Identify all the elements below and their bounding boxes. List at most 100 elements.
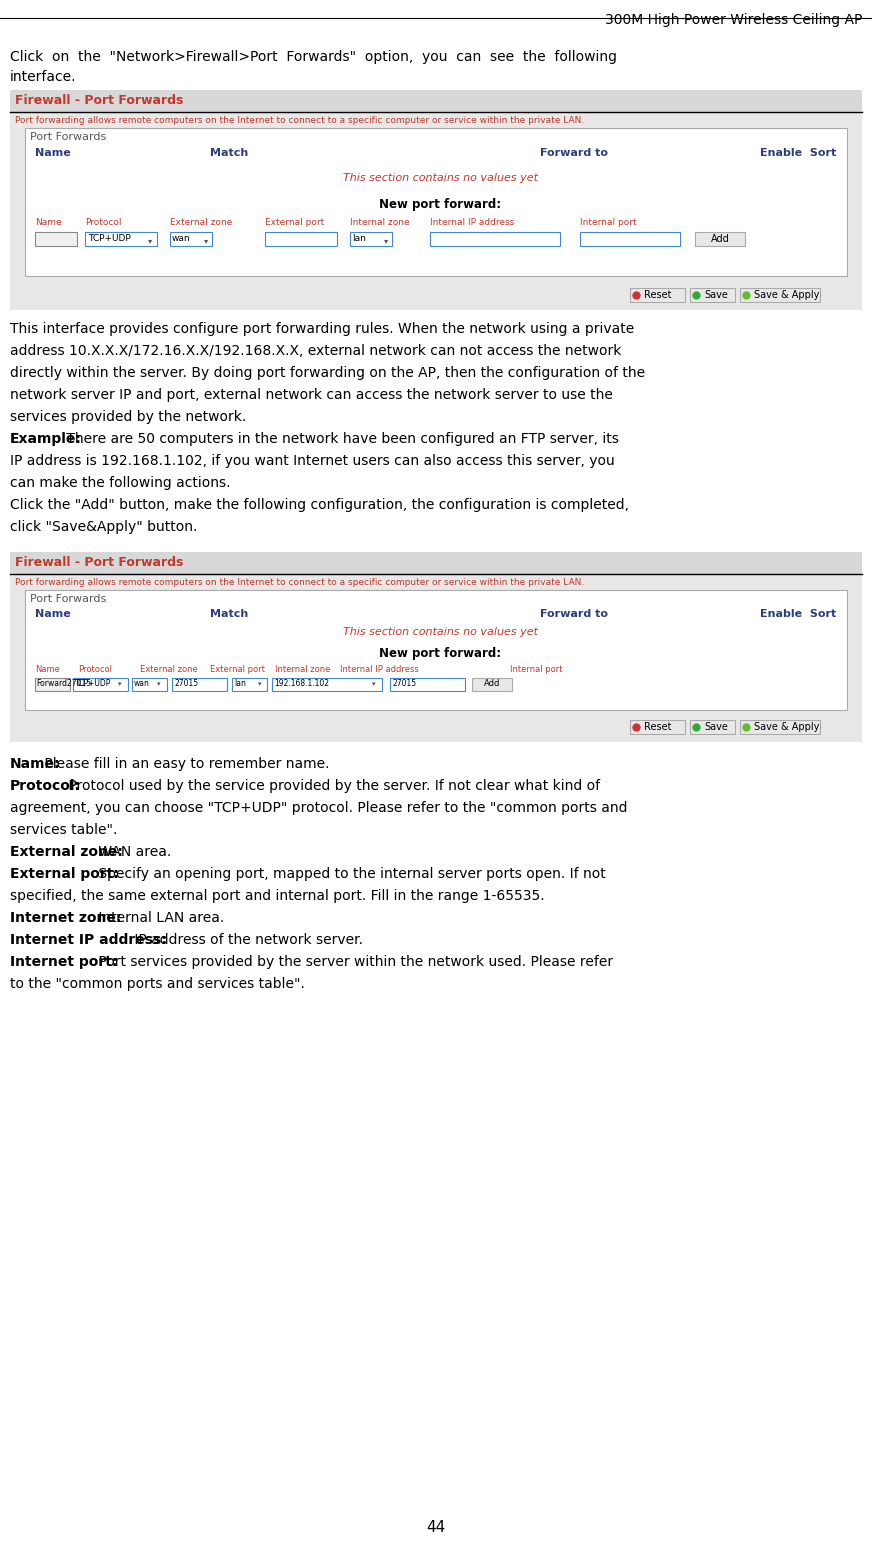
Text: Firewall - Port Forwards: Firewall - Port Forwards <box>15 556 183 570</box>
FancyBboxPatch shape <box>430 231 560 247</box>
Text: services table".: services table". <box>10 823 118 837</box>
Text: Port services provided by the server within the network used. Please refer: Port services provided by the server wit… <box>94 954 613 968</box>
FancyBboxPatch shape <box>272 678 382 691</box>
Text: Protocol used by the service provided by the server. If not clear what kind of: Protocol used by the service provided by… <box>64 779 600 793</box>
Text: Internal IP address: Internal IP address <box>340 664 419 674</box>
FancyBboxPatch shape <box>132 678 167 691</box>
Text: Name: Name <box>35 664 60 674</box>
Text: Name:: Name: <box>10 757 60 771</box>
Text: Internet port:: Internet port: <box>10 954 118 968</box>
Text: ▾: ▾ <box>372 681 376 688</box>
Text: Add: Add <box>484 680 501 688</box>
Text: Save & Apply: Save & Apply <box>754 722 820 733</box>
FancyBboxPatch shape <box>472 678 512 691</box>
Text: Name: Name <box>35 608 71 619</box>
FancyBboxPatch shape <box>170 231 212 247</box>
Text: Internal port: Internal port <box>580 217 637 227</box>
FancyBboxPatch shape <box>25 590 847 709</box>
FancyBboxPatch shape <box>10 553 862 742</box>
Text: Forward to: Forward to <box>540 147 608 158</box>
Text: interface.: interface. <box>10 70 77 84</box>
Text: ▾: ▾ <box>258 681 262 688</box>
FancyBboxPatch shape <box>740 289 820 303</box>
FancyBboxPatch shape <box>580 231 680 247</box>
Text: Enable  Sort: Enable Sort <box>760 147 836 158</box>
FancyBboxPatch shape <box>630 720 685 734</box>
Text: Internet zone:: Internet zone: <box>10 911 121 925</box>
Text: Internal IP address: Internal IP address <box>430 217 514 227</box>
Text: Port Forwards: Port Forwards <box>30 594 106 604</box>
Text: ▾: ▾ <box>157 681 160 688</box>
Text: agreement, you can choose "TCP+UDP" protocol. Please refer to the "common ports : agreement, you can choose "TCP+UDP" prot… <box>10 801 628 815</box>
FancyBboxPatch shape <box>172 678 227 691</box>
Text: IP address of the network server.: IP address of the network server. <box>130 933 363 947</box>
Text: Firewall - Port Forwards: Firewall - Port Forwards <box>15 95 183 107</box>
Text: Match: Match <box>210 147 249 158</box>
FancyBboxPatch shape <box>390 678 465 691</box>
Text: wan: wan <box>172 234 191 244</box>
FancyBboxPatch shape <box>630 289 685 303</box>
Text: Forward27015: Forward27015 <box>36 680 92 688</box>
Text: Please fill in an easy to remember name.: Please fill in an easy to remember name. <box>40 757 330 771</box>
Text: External port: External port <box>210 664 265 674</box>
Text: Match: Match <box>210 608 249 619</box>
Text: Save & Apply: Save & Apply <box>754 290 820 300</box>
Text: This section contains no values yet: This section contains no values yet <box>343 627 537 636</box>
Text: Protocol: Protocol <box>78 664 112 674</box>
Text: External zone: External zone <box>140 664 198 674</box>
FancyBboxPatch shape <box>690 720 735 734</box>
Text: Internal zone: Internal zone <box>275 664 330 674</box>
FancyBboxPatch shape <box>695 231 745 247</box>
Text: to the "common ports and services table".: to the "common ports and services table"… <box>10 978 305 992</box>
Text: External port:: External port: <box>10 868 119 882</box>
Text: Name: Name <box>35 217 62 227</box>
Text: This section contains no values yet: This section contains no values yet <box>343 172 537 183</box>
Text: Internal LAN area.: Internal LAN area. <box>94 911 224 925</box>
Text: External zone: External zone <box>170 217 232 227</box>
FancyBboxPatch shape <box>35 678 70 691</box>
Text: Internal port: Internal port <box>510 664 562 674</box>
Text: address 10.X.X.X/172.16.X.X/192.168.X.X, external network can not access the net: address 10.X.X.X/172.16.X.X/192.168.X.X,… <box>10 345 622 359</box>
Text: Reset: Reset <box>644 290 671 300</box>
Text: Protocol: Protocol <box>85 217 121 227</box>
Text: 27015: 27015 <box>392 680 416 688</box>
Text: Reset: Reset <box>644 722 671 733</box>
FancyBboxPatch shape <box>740 720 820 734</box>
Text: ▾: ▾ <box>148 236 153 245</box>
Text: External port: External port <box>265 217 324 227</box>
Text: External zone:: External zone: <box>10 844 123 858</box>
Text: lan: lan <box>352 234 366 244</box>
Text: services provided by the network.: services provided by the network. <box>10 410 246 424</box>
Text: New port forward:: New port forward: <box>379 199 501 211</box>
Text: Enable  Sort: Enable Sort <box>760 608 836 619</box>
FancyBboxPatch shape <box>232 678 267 691</box>
Text: Save: Save <box>704 722 728 733</box>
Text: TCP+UDP: TCP+UDP <box>75 680 112 688</box>
Text: Protocol:: Protocol: <box>10 779 81 793</box>
FancyBboxPatch shape <box>10 90 862 310</box>
Text: Save: Save <box>704 290 728 300</box>
Text: lan: lan <box>234 680 246 688</box>
Text: Example:: Example: <box>10 431 82 445</box>
Text: Internet IP address:: Internet IP address: <box>10 933 167 947</box>
Text: Name: Name <box>35 147 71 158</box>
Text: network server IP and port, external network can access the network server to us: network server IP and port, external net… <box>10 388 613 402</box>
FancyBboxPatch shape <box>35 231 77 247</box>
Text: There are 50 computers in the network have been configured an FTP server, its: There are 50 computers in the network ha… <box>62 431 619 445</box>
FancyBboxPatch shape <box>10 90 862 112</box>
Text: Click the "Add" button, make the following configuration, the configuration is c: Click the "Add" button, make the followi… <box>10 498 629 512</box>
Text: specified, the same external port and internal port. Fill in the range 1-65535.: specified, the same external port and in… <box>10 889 545 903</box>
Text: can make the following actions.: can make the following actions. <box>10 476 230 490</box>
Text: Specify an opening port, mapped to the internal server ports open. If not: Specify an opening port, mapped to the i… <box>94 868 606 882</box>
Text: ▾: ▾ <box>384 236 388 245</box>
FancyBboxPatch shape <box>73 678 128 691</box>
FancyBboxPatch shape <box>690 289 735 303</box>
Text: Port Forwards: Port Forwards <box>30 132 106 141</box>
Text: click "Save&Apply" button.: click "Save&Apply" button. <box>10 520 197 534</box>
FancyBboxPatch shape <box>350 231 392 247</box>
Text: ▾: ▾ <box>118 681 121 688</box>
FancyBboxPatch shape <box>25 127 847 276</box>
Text: WAN area.: WAN area. <box>94 844 171 858</box>
Text: directly within the server. By doing port forwarding on the AP, then the configu: directly within the server. By doing por… <box>10 366 645 380</box>
Text: wan: wan <box>134 680 150 688</box>
